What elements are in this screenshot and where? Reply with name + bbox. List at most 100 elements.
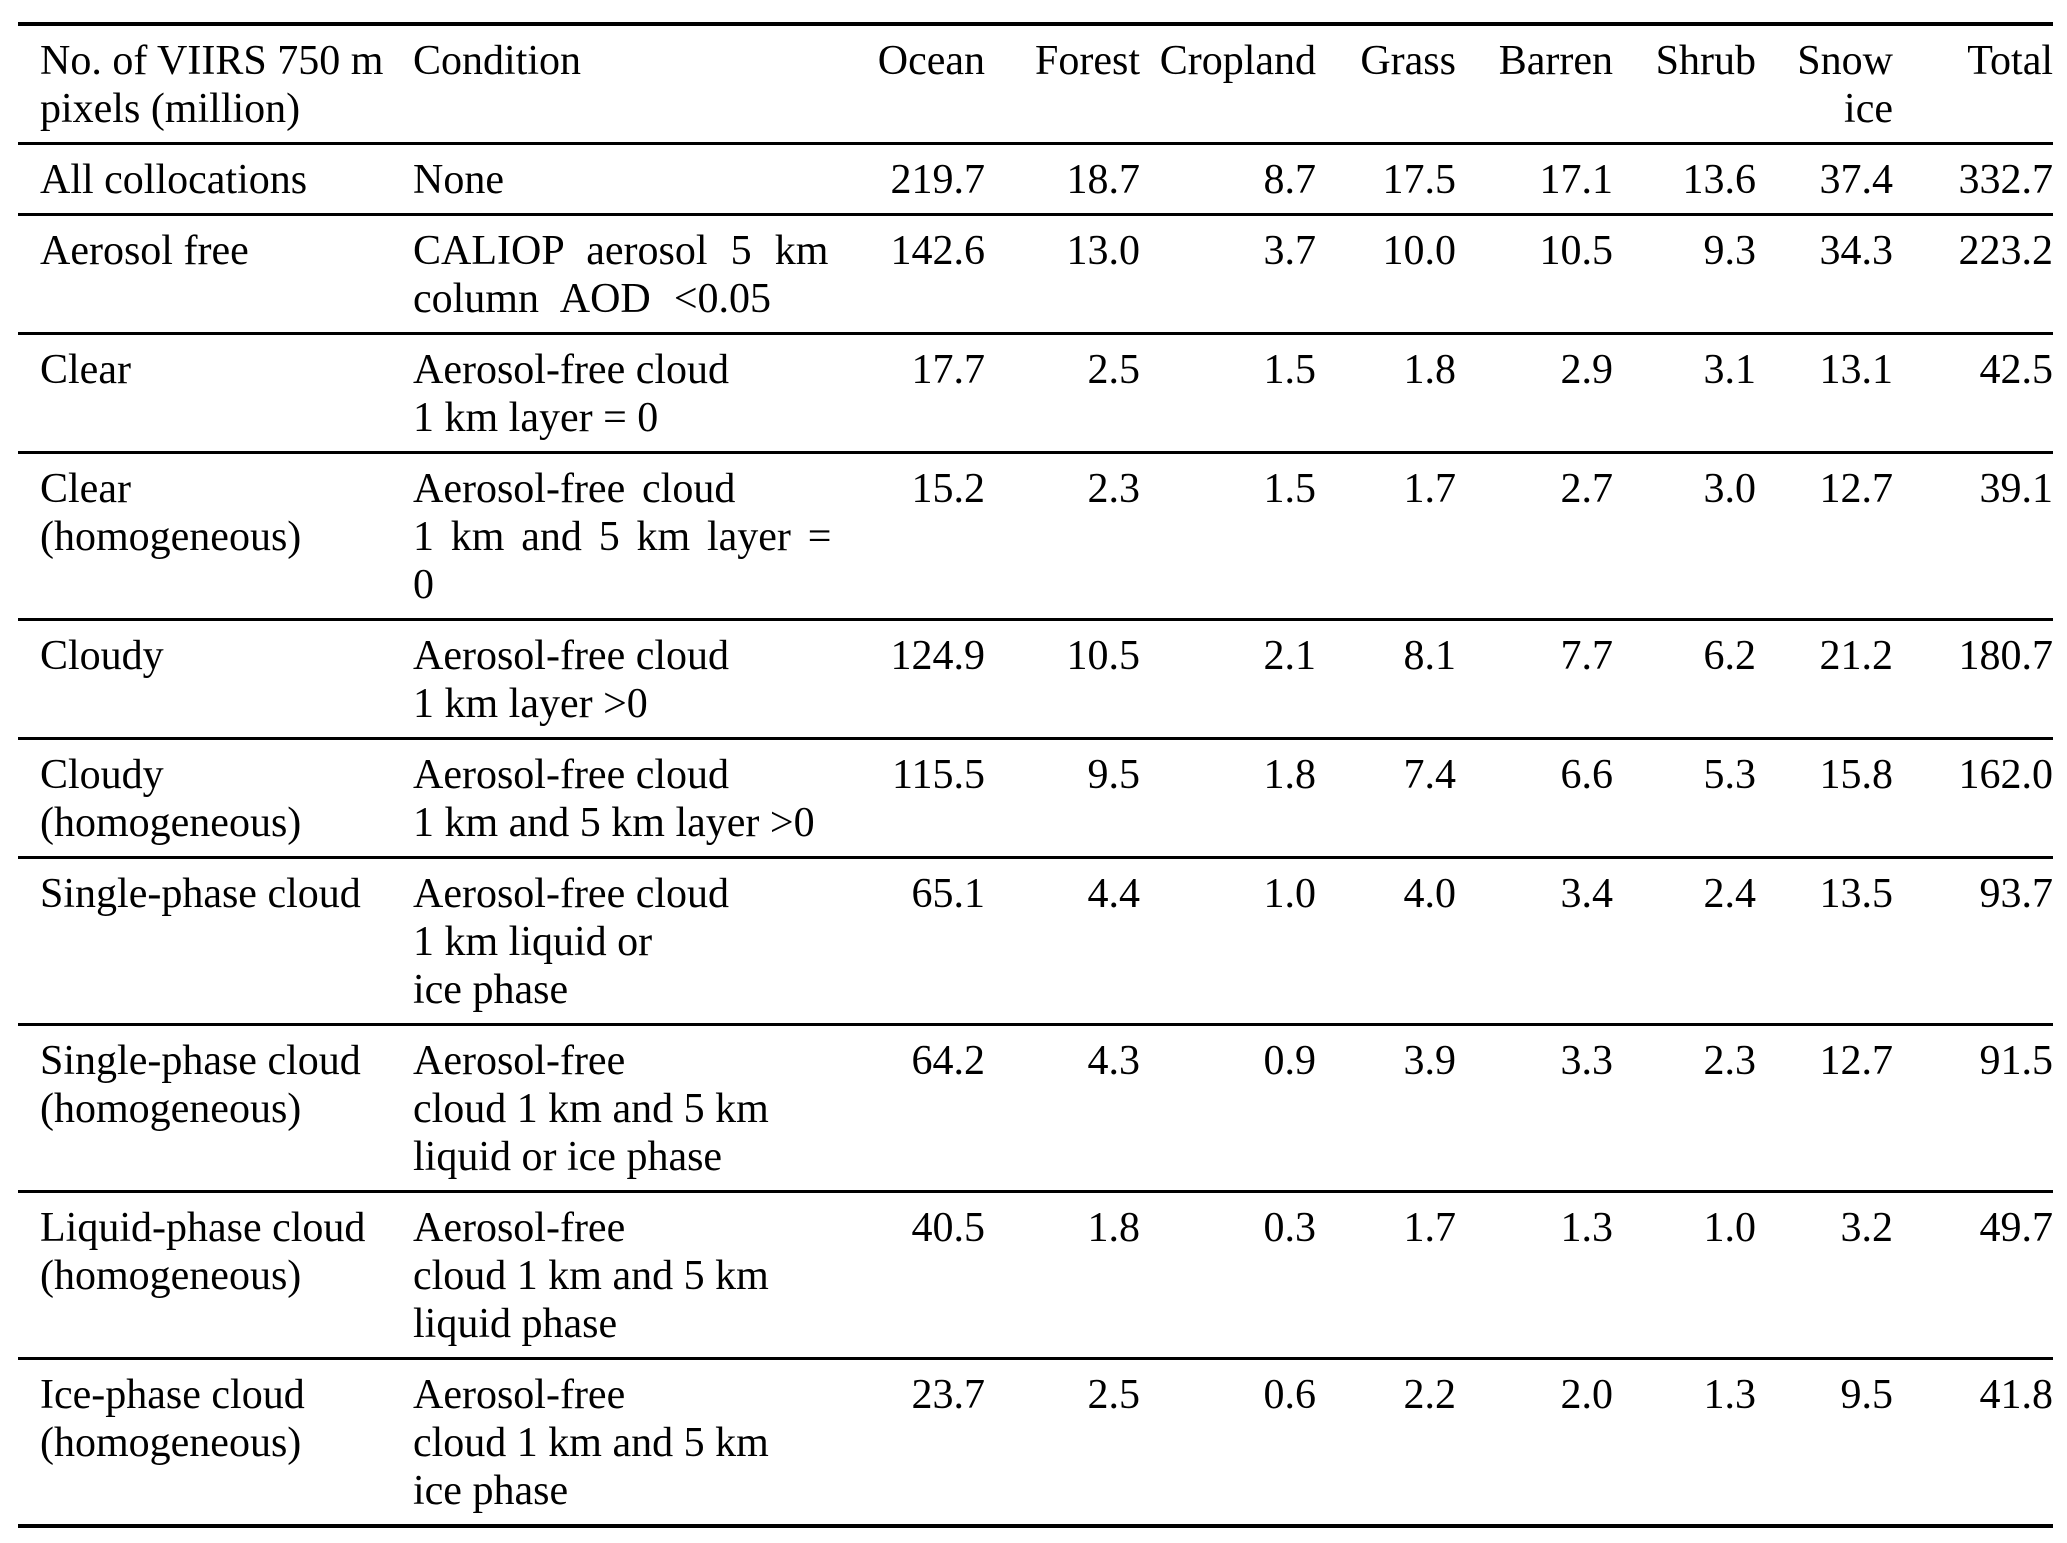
value-cell: 17.1 <box>1539 157 1614 203</box>
row-label: Cloudy (homogeneous) <box>40 752 302 846</box>
table-row: Single-phase cloud (homogeneous) Aerosol-… <box>18 1025 2053 1192</box>
value-cell: 1.8 <box>1263 752 1317 798</box>
value-cell: 9.5 <box>1087 752 1141 798</box>
value-cell: 49.7 <box>1979 1205 2054 1251</box>
value-cell: 6.6 <box>1560 752 1614 798</box>
column-header: Snow ice <box>1797 38 1893 132</box>
value-cell: 2.3 <box>1703 1038 1757 1084</box>
value-cell: 18.7 <box>1066 157 1141 203</box>
value-cell: 9.5 <box>1840 1372 1894 1418</box>
value-cell: 1.7 <box>1403 1205 1457 1251</box>
value-cell: 13.0 <box>1066 228 1141 274</box>
value-cell: 3.2 <box>1840 1205 1894 1251</box>
value-cell: 124.9 <box>890 633 986 679</box>
value-cell: 2.5 <box>1087 347 1141 393</box>
value-cell: 64.2 <box>911 1038 986 1084</box>
value-cell: 91.5 <box>1979 1038 2054 1084</box>
value-cell: 2.2 <box>1403 1372 1457 1418</box>
row-label: Liquid-phase cloud (homogeneous) <box>40 1205 366 1299</box>
value-cell: 37.4 <box>1819 157 1894 203</box>
viirs-collocation-table: No. of VIIRS 750 m pixels (million) Cond… <box>18 22 2053 1528</box>
value-cell: 3.7 <box>1263 228 1317 274</box>
table-row: Cloudy Aerosol-free cloud 1 km layer >0 12… <box>18 620 2053 739</box>
value-cell: 42.5 <box>1979 347 2054 393</box>
value-cell: 3.3 <box>1560 1038 1614 1084</box>
value-cell: 4.4 <box>1087 871 1141 917</box>
value-cell: 1.5 <box>1263 466 1317 512</box>
row-label: Clear <box>40 347 131 393</box>
condition-cell: Aerosol-free cloud 1 km and 5 km layer =… <box>413 466 832 608</box>
table-row: Aerosol free CALIOP aerosol 5 km column A… <box>18 215 2053 334</box>
value-cell: 3.0 <box>1703 466 1757 512</box>
value-cell: 223.2 <box>1958 228 2054 274</box>
value-cell: 2.0 <box>1560 1372 1614 1418</box>
value-cell: 1.8 <box>1087 1205 1141 1251</box>
row-label: All collocations <box>40 157 308 203</box>
value-cell: 2.3 <box>1087 466 1141 512</box>
value-cell: 5.3 <box>1703 752 1757 798</box>
value-cell: 40.5 <box>911 1205 986 1251</box>
value-cell: 0.9 <box>1263 1038 1317 1084</box>
table-header-row: No. of VIIRS 750 m pixels (million) Cond… <box>18 24 2053 144</box>
column-header: Cropland <box>1159 38 1316 84</box>
value-cell: 10.5 <box>1066 633 1141 679</box>
condition-column-header: Condition <box>413 38 582 84</box>
value-cell: 0.3 <box>1263 1205 1317 1251</box>
value-cell: 17.5 <box>1382 157 1457 203</box>
value-cell: 2.4 <box>1703 871 1757 917</box>
value-cell: 13.5 <box>1819 871 1894 917</box>
value-cell: 1.5 <box>1263 347 1317 393</box>
value-cell: 34.3 <box>1819 228 1894 274</box>
row-label: Single-phase cloud <box>40 871 361 917</box>
value-cell: 17.7 <box>911 347 986 393</box>
value-cell: 15.2 <box>911 466 986 512</box>
value-cell: 21.2 <box>1819 633 1894 679</box>
column-header: Total <box>1967 38 2053 84</box>
condition-cell: Aerosol-free cloud 1 km and 5 km ice pha… <box>413 1372 769 1514</box>
value-cell: 1.0 <box>1263 871 1317 917</box>
row-label: Aerosol free <box>40 228 249 274</box>
table-row: All collocations None 219.7 18.7 8.7 17.5 17.1… <box>18 144 2053 215</box>
row-label: Clear (homogeneous) <box>40 466 302 560</box>
value-cell: 23.7 <box>911 1372 986 1418</box>
value-cell: 2.7 <box>1560 466 1614 512</box>
table-row: Clear Aerosol-free cloud 1 km layer = 0 17… <box>18 334 2053 453</box>
column-header: Forest <box>1035 38 1140 84</box>
value-cell: 9.3 <box>1703 228 1757 274</box>
value-cell: 142.6 <box>890 228 986 274</box>
value-cell: 2.5 <box>1087 1372 1141 1418</box>
value-cell: 162.0 <box>1958 752 2054 798</box>
value-cell: 13.1 <box>1819 347 1894 393</box>
value-cell: 8.7 <box>1263 157 1317 203</box>
value-cell: 8.1 <box>1403 633 1457 679</box>
value-cell: 1.8 <box>1403 347 1457 393</box>
value-cell: 0.6 <box>1263 1372 1317 1418</box>
value-cell: 15.8 <box>1819 752 1894 798</box>
value-cell: 93.7 <box>1979 871 2054 917</box>
table-row: Cloudy (homogeneous) Aerosol-free cloud 1… <box>18 739 2053 858</box>
condition-cell: Aerosol-free cloud 1 km and 5 km liquid … <box>413 1038 769 1180</box>
value-cell: 39.1 <box>1979 466 2054 512</box>
column-header: Ocean <box>877 38 985 84</box>
value-cell: 65.1 <box>911 871 986 917</box>
value-cell: 6.2 <box>1703 633 1757 679</box>
condition-cell: None <box>413 157 504 203</box>
value-cell: 4.3 <box>1087 1038 1141 1084</box>
value-cell: 13.6 <box>1682 157 1757 203</box>
row-label: Single-phase cloud (homogeneous) <box>40 1038 361 1132</box>
value-cell: 219.7 <box>890 157 986 203</box>
value-cell: 3.1 <box>1703 347 1757 393</box>
row-label: Ice-phase cloud (homogeneous) <box>40 1372 305 1466</box>
value-cell: 41.8 <box>1979 1372 2054 1418</box>
value-cell: 2.1 <box>1263 633 1317 679</box>
value-cell: 1.3 <box>1703 1372 1757 1418</box>
row-label: Cloudy <box>40 633 164 679</box>
value-cell: 12.7 <box>1819 1038 1894 1084</box>
value-cell: 1.0 <box>1703 1205 1757 1251</box>
condition-cell: Aerosol-free cloud 1 km liquid or ice ph… <box>413 871 730 1013</box>
column-header: Barren <box>1498 38 1613 84</box>
column-header: Grass <box>1360 38 1456 84</box>
value-cell: 7.4 <box>1403 752 1457 798</box>
value-cell: 180.7 <box>1958 633 2054 679</box>
table-row: Ice-phase cloud (homogeneous) Aerosol-fre… <box>18 1359 2053 1527</box>
